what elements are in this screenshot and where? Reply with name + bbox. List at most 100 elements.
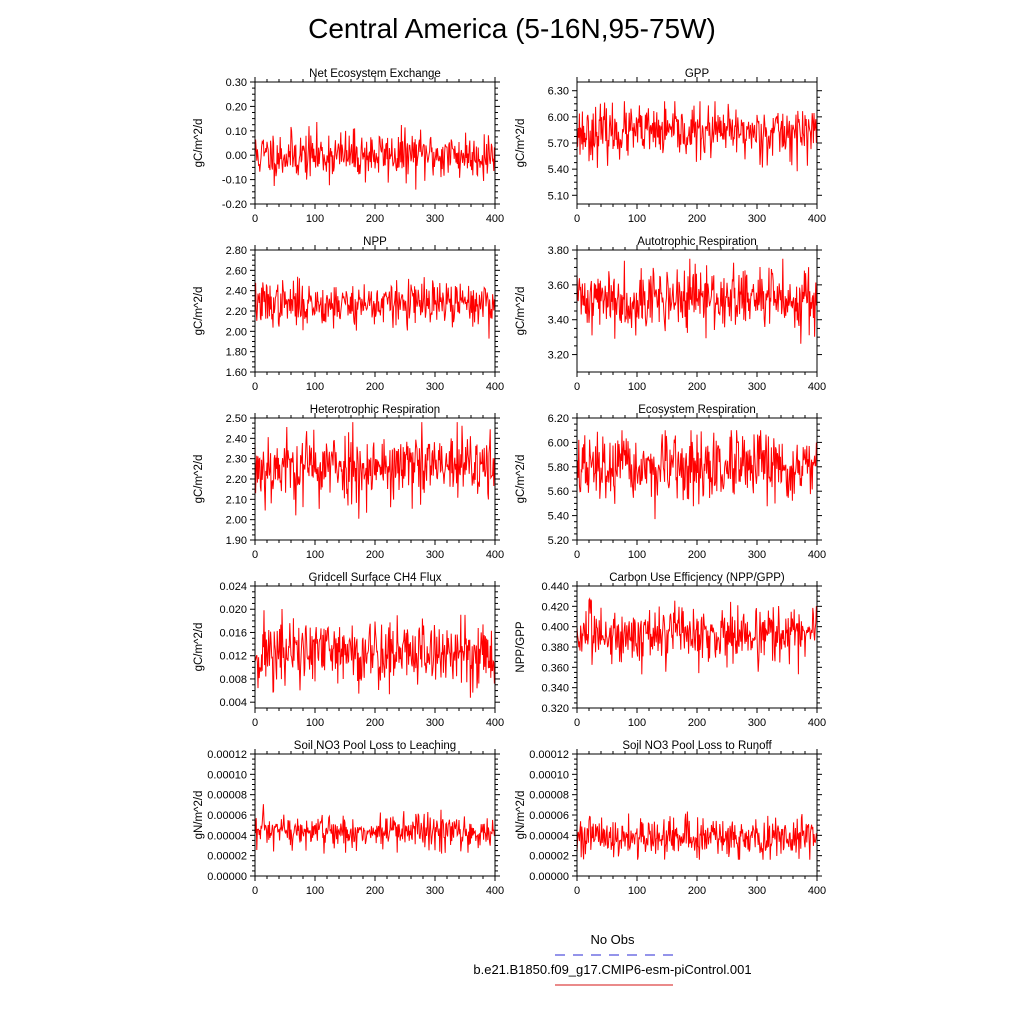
y-axis-label: gN/m^2/d [515, 791, 527, 840]
y-tick-label: 5.80 [548, 462, 569, 474]
series-line [576, 101, 817, 172]
x-tick-label: 0 [574, 549, 580, 561]
x-tick-label: 100 [306, 549, 324, 561]
x-tick-label: 0 [574, 885, 580, 897]
x-tick-label: 400 [486, 717, 504, 729]
y-axis-label: gN/m^2/d [193, 791, 205, 840]
y-tick-label: 2.40 [226, 433, 247, 445]
series-line [254, 422, 495, 519]
series-line [576, 811, 817, 860]
series-line [576, 597, 817, 675]
y-tick-label: -0.10 [222, 175, 247, 187]
y-tick-label: 2.50 [226, 413, 247, 425]
x-tick-label: 400 [808, 717, 826, 729]
x-tick-label: 100 [306, 213, 324, 225]
y-tick-label: 2.60 [226, 265, 247, 277]
y-tick-label: 2.00 [226, 326, 247, 338]
x-tick-label: 400 [808, 381, 826, 393]
chart-panel: Soil NO3 Pool Loss to LeachinggN/m^2/d0.… [193, 740, 504, 897]
legend-model-label: b.e21.B1850.f09_g17.CMIP6-esm-piControl.… [473, 962, 752, 977]
y-tick-label: 0.016 [219, 627, 247, 639]
y-tick-label: 0.10 [226, 126, 247, 138]
y-tick-label: 3.60 [548, 280, 569, 292]
legend-obs-label: No Obs [590, 932, 635, 947]
y-tick-label: 2.00 [226, 515, 247, 527]
y-tick-label: 0.00012 [207, 749, 247, 761]
x-tick-label: 300 [426, 381, 444, 393]
chart-title: Ecosystem Respiration [638, 404, 756, 416]
x-tick-label: 100 [628, 213, 646, 225]
y-tick-label: 0.012 [219, 651, 247, 663]
y-tick-label: 5.20 [548, 535, 569, 547]
y-tick-label: 2.10 [226, 494, 247, 506]
x-tick-label: 100 [306, 717, 324, 729]
x-tick-label: 0 [252, 549, 258, 561]
x-tick-label: 100 [628, 549, 646, 561]
chart-panel: Net Ecosystem Exchange gC/m^2/d -0.20 -0.10… [193, 68, 504, 225]
chart-title: Heterotrophic Respiration [310, 404, 440, 416]
x-tick-label: 200 [366, 717, 384, 729]
x-tick-label: 400 [486, 549, 504, 561]
y-tick-label: 0.380 [541, 642, 569, 654]
y-tick-label: -0.20 [222, 199, 247, 211]
y-tick-label: 0.00006 [529, 810, 569, 822]
y-tick-label: 2.20 [226, 306, 247, 318]
x-tick-label: 200 [688, 213, 706, 225]
y-tick-label: 0.00002 [207, 851, 247, 863]
y-tick-label: 3.80 [548, 245, 569, 257]
x-tick-label: 100 [628, 717, 646, 729]
chart-panel: Autotrophic Respiration gC/m^2/d 3.20 3.40 3… [515, 236, 826, 393]
y-tick-label: 5.10 [548, 190, 569, 202]
series-line [576, 430, 817, 520]
x-tick-label: 300 [426, 717, 444, 729]
y-axis-label: gC/m^2/d [515, 287, 527, 336]
chart-panel: Soil NO3 Pool Loss to RunoffgN/m^2/d0.00… [515, 740, 826, 897]
y-tick-label: 6.00 [548, 112, 569, 124]
chart-panel: GPP gC/m^2/d 5.10 5.40 5.70 6.00 6.30 0 100 200 30… [515, 68, 826, 225]
x-tick-label: 200 [366, 885, 384, 897]
chart-panel: Ecosystem Respiration gC/m^2/d 5.20 5.40 5.6… [515, 404, 826, 561]
chart-title: NPP [363, 236, 387, 248]
y-tick-label: 1.80 [226, 347, 247, 359]
x-tick-label: 0 [252, 381, 258, 393]
y-tick-label: 0.00010 [207, 769, 247, 781]
y-tick-label: 0.00002 [529, 851, 569, 863]
x-tick-label: 300 [748, 213, 766, 225]
series-line [254, 121, 495, 190]
x-tick-label: 0 [252, 717, 258, 729]
y-tick-label: 0.00008 [207, 790, 247, 802]
y-tick-label: 0.30 [226, 77, 247, 89]
y-tick-label: 0.00008 [529, 790, 569, 802]
y-tick-label: 6.00 [548, 437, 569, 449]
x-tick-label: 200 [366, 549, 384, 561]
x-tick-label: 300 [426, 213, 444, 225]
x-tick-label: 300 [748, 381, 766, 393]
y-tick-label: 3.40 [548, 315, 569, 327]
chart-title: GPP [685, 68, 710, 80]
y-tick-label: 3.20 [548, 350, 569, 362]
y-tick-label: 5.70 [548, 138, 569, 150]
x-tick-label: 200 [688, 885, 706, 897]
x-tick-label: 400 [808, 549, 826, 561]
y-tick-label: 0.00004 [207, 830, 247, 842]
chart-panel: NPP gC/m^2/d 1.60 1.80 2.00 2.20 2.40 2.60 2.80 0… [193, 236, 504, 393]
y-tick-label: 0.00 [226, 150, 247, 162]
y-tick-label: 0.420 [541, 601, 569, 613]
y-tick-label: 5.40 [548, 511, 569, 523]
series-line [576, 258, 817, 344]
x-tick-label: 0 [574, 213, 580, 225]
x-tick-label: 200 [688, 717, 706, 729]
series-line [254, 276, 495, 339]
y-tick-label: 0.004 [219, 697, 247, 709]
chart-title: Net Ecosystem Exchange [309, 68, 441, 80]
x-tick-label: 0 [574, 381, 580, 393]
x-tick-label: 200 [366, 213, 384, 225]
y-tick-label: 5.40 [548, 164, 569, 176]
y-tick-label: 0.00004 [529, 830, 569, 842]
x-tick-label: 300 [748, 549, 766, 561]
y-tick-label: 2.40 [226, 286, 247, 298]
x-tick-label: 100 [628, 381, 646, 393]
x-tick-label: 300 [748, 885, 766, 897]
chart-title: Carbon Use Efficiency (NPP/GPP) [609, 572, 785, 584]
x-tick-label: 300 [426, 549, 444, 561]
